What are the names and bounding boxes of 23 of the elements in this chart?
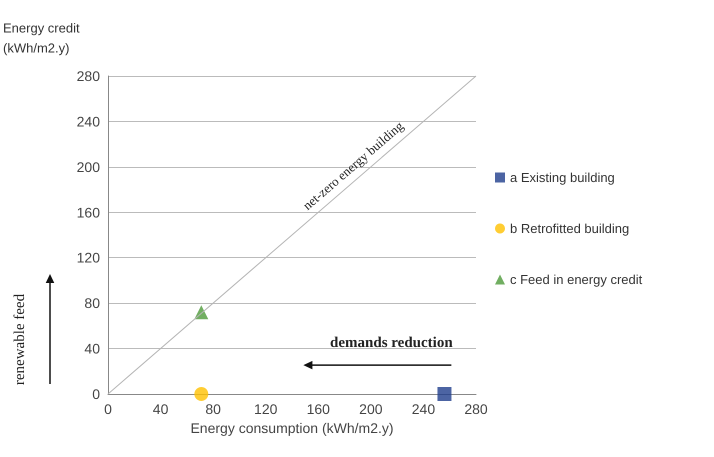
y-tick-label: 280 — [76, 68, 100, 84]
annotation: demands reduction — [330, 335, 454, 352]
y-tick-label: 40 — [84, 340, 100, 357]
x-tick-label: 240 — [412, 401, 436, 417]
x-axis-title: Energy consumption (kWh/m2.y) — [190, 420, 394, 436]
y-tick-label: 240 — [76, 113, 100, 130]
x-tick-label: 200 — [359, 401, 383, 417]
y-tick-label: 160 — [76, 204, 100, 220]
x-tick-label: 280 — [464, 401, 488, 417]
y-tick-label: 0 — [92, 386, 100, 402]
y-axis-title: Energy credit (kWh/m2.y) — [3, 20, 80, 56]
text: renewable feed — [12, 293, 28, 386]
x-tick-label: 80 — [205, 401, 222, 417]
legend-label: b Retrofitted building — [510, 221, 630, 236]
x-tick-label: 0 — [104, 401, 112, 417]
x-tick-label: 120 — [254, 401, 278, 417]
legend-label: c Feed in energy credit — [510, 272, 643, 287]
x-tick-label: 160 — [306, 401, 330, 417]
y-tick-label: 120 — [76, 250, 100, 266]
y-tick-label: 80 — [84, 295, 100, 312]
x-tick-label: 40 — [152, 401, 169, 417]
y-tick-label: 200 — [76, 158, 100, 175]
legend-label: a Existing building — [510, 170, 615, 185]
